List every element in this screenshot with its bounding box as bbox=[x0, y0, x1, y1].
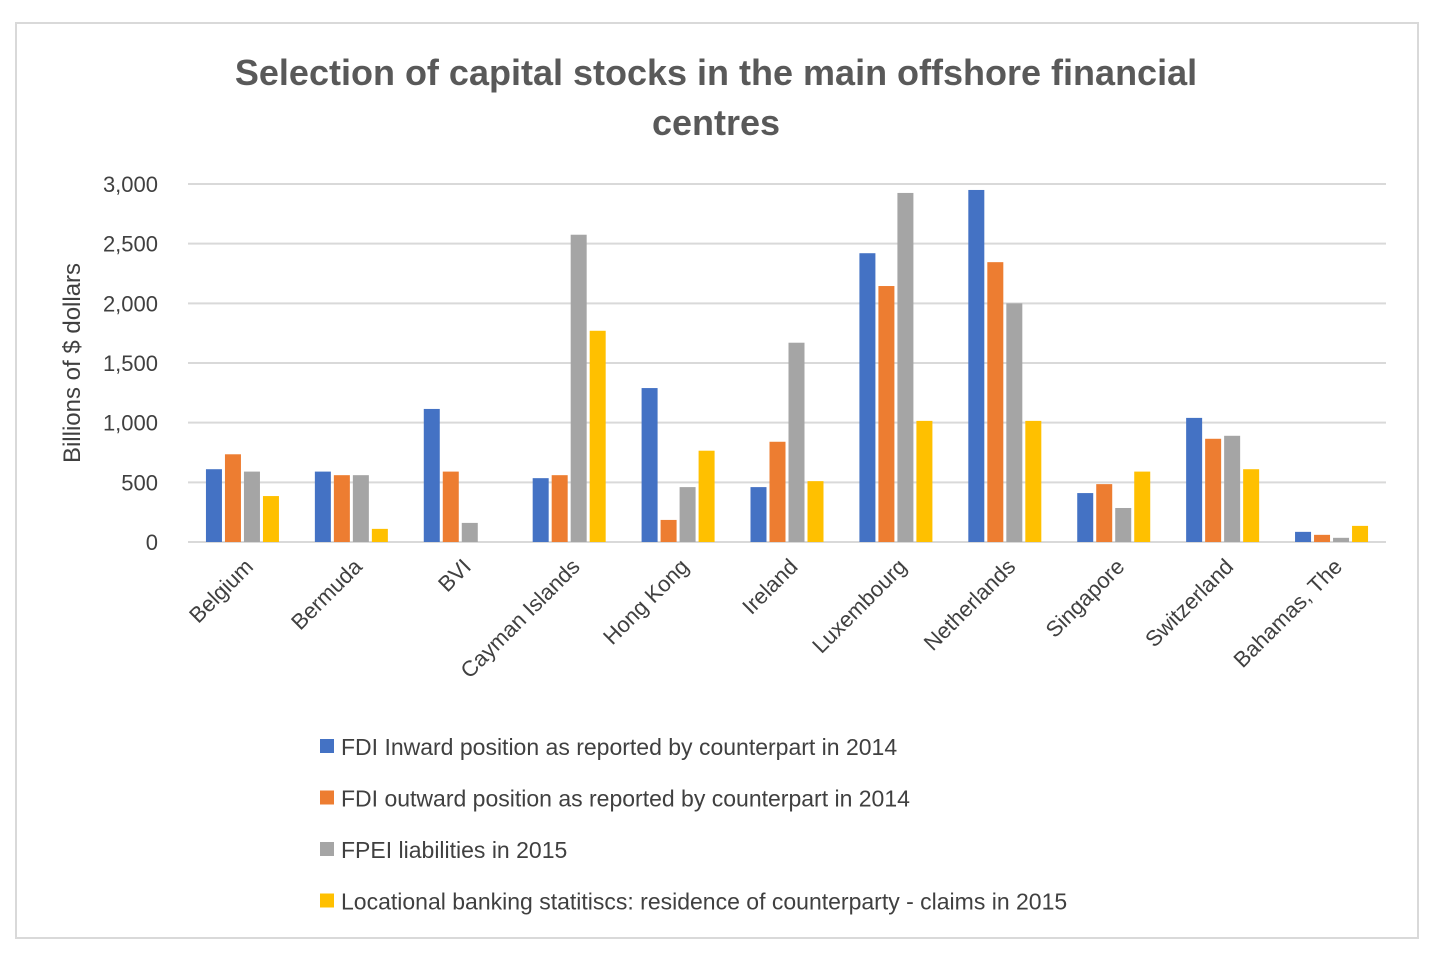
legend-swatch bbox=[320, 739, 334, 753]
bar-belgium-s3 bbox=[243, 471, 260, 542]
x-tick-label: Switzerland bbox=[1140, 554, 1238, 652]
x-tick-label: Luxembourg bbox=[807, 554, 911, 658]
y-tick-label: 2,500 bbox=[103, 232, 158, 257]
x-tick-label: Singapore bbox=[1041, 554, 1130, 643]
bar-netherlands-s4 bbox=[1025, 420, 1042, 542]
x-tick-label: Cayman Islands bbox=[455, 554, 584, 683]
legend-label: FDI Inward position as reported by count… bbox=[341, 734, 897, 760]
legend-label: FPEI liabilities in 2015 bbox=[341, 837, 567, 863]
bar-belgium-s4 bbox=[262, 496, 279, 542]
bar-bermuda-s4 bbox=[371, 528, 388, 542]
chart-title-line-1: Selection of capital stocks in the main … bbox=[235, 52, 1197, 93]
bar-hong-kong-s2 bbox=[660, 519, 677, 542]
bar-bahamas-the-s4 bbox=[1352, 525, 1369, 542]
x-tick-label: Hong Kong bbox=[598, 554, 694, 650]
bar-switzerland-s4 bbox=[1243, 469, 1260, 542]
bar-cayman-islands-s3 bbox=[570, 234, 587, 542]
bar-ireland-s3 bbox=[788, 342, 805, 542]
bar-bvi-s2 bbox=[442, 471, 459, 542]
bar-cayman-islands-s4 bbox=[589, 330, 606, 542]
bar-switzerland-s1 bbox=[1186, 417, 1203, 542]
x-tick-label: Ireland bbox=[737, 554, 802, 619]
bar-switzerland-s3 bbox=[1224, 435, 1241, 542]
legend-swatch bbox=[320, 842, 334, 856]
bar-singapore-s1 bbox=[1077, 493, 1094, 542]
bar-luxembourg-s4 bbox=[916, 420, 933, 542]
y-tick-label: 3,000 bbox=[103, 172, 158, 197]
x-tick-label: Belgium bbox=[184, 554, 258, 628]
bar-hong-kong-s3 bbox=[679, 487, 696, 542]
legend-swatch bbox=[320, 790, 334, 805]
legend-label: Locational banking statitiscs: residence… bbox=[341, 889, 1067, 915]
bar-hong-kong-s4 bbox=[698, 450, 715, 542]
bar-bvi-s3 bbox=[461, 522, 478, 542]
y-tick-label: 2,000 bbox=[103, 291, 158, 316]
y-tick-label: 500 bbox=[121, 470, 158, 495]
bar-bvi-s1 bbox=[423, 408, 440, 542]
bar-bermuda-s1 bbox=[314, 471, 331, 542]
legend-label: FDI outward position as reported by coun… bbox=[341, 786, 910, 812]
bar-singapore-s2 bbox=[1096, 484, 1113, 542]
bar-hong-kong-s1 bbox=[641, 388, 658, 542]
chart-frame bbox=[15, 22, 1419, 939]
y-tick-label: 0 bbox=[146, 530, 158, 555]
bar-luxembourg-s3 bbox=[897, 192, 914, 542]
bar-singapore-s3 bbox=[1115, 507, 1132, 542]
bar-bahamas-the-s2 bbox=[1314, 534, 1331, 542]
chart-title-line-2: centres bbox=[652, 102, 780, 143]
bar-bahamas-the-s1 bbox=[1295, 531, 1312, 542]
x-tick-label: Netherlands bbox=[919, 554, 1021, 656]
bar-bahamas-the-s3 bbox=[1333, 537, 1350, 542]
bar-ireland-s4 bbox=[807, 481, 824, 542]
y-tick-label: 1,000 bbox=[103, 411, 158, 436]
x-tick-label: Bahamas, The bbox=[1229, 554, 1348, 673]
bar-bermuda-s3 bbox=[352, 475, 369, 542]
bar-cayman-islands-s2 bbox=[551, 475, 568, 542]
bar-luxembourg-s2 bbox=[878, 286, 895, 542]
bar-netherlands-s3 bbox=[1006, 303, 1023, 542]
bar-cayman-islands-s1 bbox=[532, 478, 549, 542]
bar-belgium-s2 bbox=[224, 454, 241, 542]
bar-ireland-s1 bbox=[750, 487, 767, 542]
bar-belgium-s1 bbox=[205, 469, 222, 542]
x-tick-label: Bermuda bbox=[286, 553, 367, 634]
bar-netherlands-s1 bbox=[968, 189, 985, 542]
y-tick-label: 1,500 bbox=[103, 351, 158, 376]
y-axis-label: Billions of $ dollars bbox=[59, 263, 86, 463]
bar-luxembourg-s1 bbox=[859, 253, 876, 543]
bar-ireland-s2 bbox=[769, 441, 786, 542]
bar-singapore-s4 bbox=[1134, 471, 1151, 542]
bar-netherlands-s2 bbox=[987, 262, 1004, 542]
bar-switzerland-s2 bbox=[1205, 438, 1222, 542]
legend-swatch bbox=[320, 893, 334, 908]
bar-bermuda-s2 bbox=[333, 475, 350, 542]
x-tick-label: BVI bbox=[433, 554, 476, 597]
